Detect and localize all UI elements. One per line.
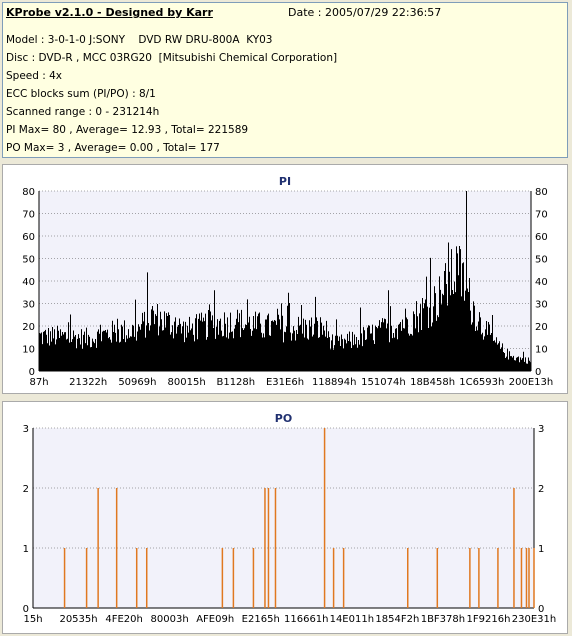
x-tick-label: AFE09h [196, 614, 234, 625]
x-tick-label: 151074h [361, 377, 406, 388]
info-ecc-sum: ECC blocks sum (PI/PO) : 8/1 [6, 88, 156, 100]
y-tick-label-left: 1 [23, 544, 29, 555]
x-tick-label: 116661h [284, 614, 329, 625]
x-tick-label: 80003h [151, 614, 189, 625]
pi-chart-panel: PI 0 0 10 10 20 20 30 30 40 40 50 50 60 60 70 70 80 80 87h 2… [2, 164, 568, 394]
info-pi-stats: PI Max= 80 , Average= 12.93 , Total= 221… [6, 124, 249, 136]
x-tick-label: 1BF378h [421, 614, 465, 625]
x-tick-label: 1F9216h [467, 614, 511, 625]
info-disc: Disc : DVD-R , MCC 03RG20 [Mitsubishi Ch… [6, 52, 338, 64]
y-tick-label-right: 2 [538, 484, 544, 495]
y-tick-label-right: 3 [538, 424, 544, 435]
y-tick-label-right: 10 [535, 345, 548, 356]
plot-area [33, 428, 534, 608]
info-model: Model : 3-0-1-0 J:SONY DVD RW DRU-800A K… [6, 34, 273, 46]
y-tick-label-left: 60 [22, 232, 35, 243]
y-tick-label-left: 30 [22, 300, 35, 311]
x-tick-label: 15h [23, 614, 42, 625]
info-po-stats: PO Max= 3 , Average= 0.00 , Total= 177 [6, 142, 220, 154]
x-tick-label: 1C6593h [459, 377, 504, 388]
y-tick-label-right: 30 [535, 300, 548, 311]
y-tick-label-left: 50 [22, 255, 35, 266]
y-tick-label-left: 2 [23, 484, 29, 495]
y-tick-label-right: 1 [538, 544, 544, 555]
info-scanned-range: Scanned range : 0 - 231214h [6, 106, 160, 118]
x-tick-label: 87h [29, 377, 48, 388]
x-tick-label: 14E011h [330, 614, 374, 625]
disc-info-panel: KProbe v2.1.0 - Designed by Karr Date : … [2, 2, 568, 158]
po-chart: PO 0 0 1 1 2 2 3 3 15h 20535h 4FE20h 80003h AFE09h E21… [23, 412, 557, 625]
y-tick-label-left: 40 [22, 277, 35, 288]
x-tick-label: 118894h [312, 377, 357, 388]
y-tick-label-right: 0 [538, 604, 544, 615]
x-tick-label: 20535h [59, 614, 97, 625]
y-tick-label-right: 50 [535, 255, 548, 266]
chart-title: PI [279, 175, 291, 188]
x-tick-label: 50969h [118, 377, 156, 388]
info-speed: Speed : 4x [6, 70, 63, 82]
x-tick-label: 200E13h [509, 377, 553, 388]
x-tick-label: E31E6h [266, 377, 304, 388]
x-tick-label: 21322h [69, 377, 107, 388]
po-bars [63, 428, 535, 608]
y-tick-label-left: 3 [23, 424, 29, 435]
x-tick-label: 80015h [168, 377, 206, 388]
y-tick-label-left: 10 [22, 345, 35, 356]
chart-title: PO [275, 412, 292, 425]
x-tick-label: 1854F2h [375, 614, 419, 625]
y-tick-label-left: 20 [22, 322, 35, 333]
scan-date: Date : 2005/07/29 22:36:57 [288, 6, 442, 19]
y-tick-label-left: 0 [23, 604, 29, 615]
y-tick-label-right: 60 [535, 232, 548, 243]
y-tick-label-left: 0 [29, 367, 35, 378]
x-tick-label: B1128h [216, 377, 255, 388]
y-tick-label-right: 70 [535, 210, 548, 221]
y-tick-label-left: 80 [22, 187, 35, 198]
x-tick-label: 4FE20h [105, 614, 143, 625]
y-tick-label-right: 20 [535, 322, 548, 333]
po-chart-panel: PO 0 0 1 1 2 2 3 3 15h 20535h 4FE20h 80003h AFE09h E21… [2, 401, 568, 634]
y-tick-label-right: 80 [535, 187, 548, 198]
app-title: KProbe v2.1.0 - Designed by Karr [6, 6, 213, 19]
x-tick-label: E2165h [242, 614, 280, 625]
pi-bars [39, 191, 531, 371]
x-tick-label: 18B458h [410, 377, 455, 388]
pi-chart: PI 0 0 10 10 20 20 30 30 40 40 50 50 60 60 70 70 80 80 87h 2… [22, 175, 553, 388]
y-tick-label-right: 40 [535, 277, 548, 288]
y-tick-label-left: 70 [22, 210, 35, 221]
y-tick-label-right: 0 [535, 367, 541, 378]
x-tick-label: 230E31h [512, 614, 556, 625]
